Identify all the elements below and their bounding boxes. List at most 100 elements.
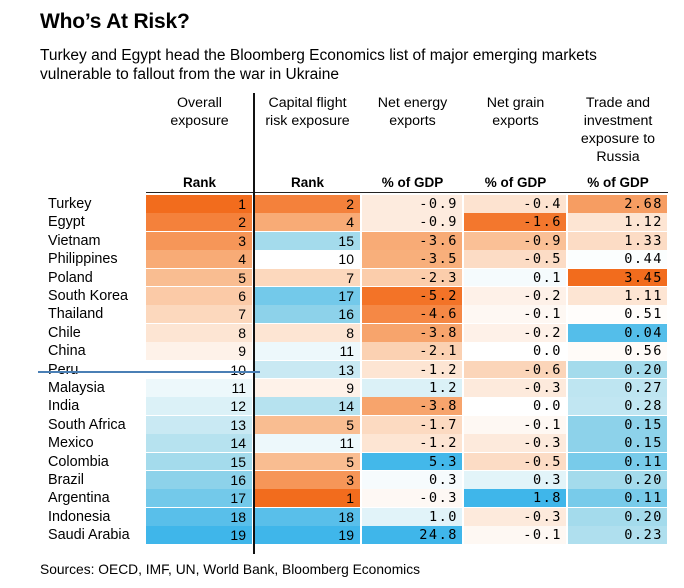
cell-grain: 0.3 [464, 471, 566, 489]
cell-grain: 0.1 [464, 268, 566, 287]
cell-overall: 6 [146, 287, 252, 305]
cell-overall: 15 [146, 452, 252, 471]
cell-grain: -0.5 [464, 250, 566, 268]
cell-energy: -3.6 [362, 231, 462, 250]
country-label: Mexico [48, 435, 94, 452]
cell-overall: 4 [146, 250, 252, 268]
cell-grain: -0.3 [464, 434, 566, 452]
cell-energy: -1.2 [362, 360, 462, 379]
column-unit-overall: Rank [182, 175, 216, 190]
country-label: South Africa [48, 416, 126, 433]
country-label: Indonesia [48, 508, 111, 525]
country-label: Chile [48, 324, 81, 341]
cell-trade: 0.20 [568, 507, 667, 526]
cell-energy: 1.0 [362, 507, 462, 526]
cell-grain: 0.0 [464, 397, 566, 416]
cell-grain: -0.6 [464, 360, 566, 379]
cell-trade: 0.28 [568, 397, 667, 416]
column-header-line: investment [583, 113, 653, 129]
country-label: Poland [48, 269, 93, 286]
cell-trade: 0.15 [568, 434, 667, 452]
country-label: Peru [48, 361, 79, 378]
cell-energy: 24.8 [362, 526, 462, 544]
cell-energy: -1.2 [362, 434, 462, 452]
cell-capital: 1 [254, 489, 360, 508]
cell-energy: -5.2 [362, 287, 462, 305]
cell-capital: 16 [254, 305, 360, 324]
cell-trade: 1.33 [568, 231, 667, 250]
column-header-energy: Net energy exports [362, 94, 463, 130]
cell-overall: 2 [146, 213, 252, 232]
cell-energy: -2.3 [362, 268, 462, 287]
cell-energy: -4.6 [362, 305, 462, 324]
column-header-line: exposure to [580, 131, 656, 147]
country-label: Turkey [48, 196, 92, 212]
cell-overall: 18 [146, 507, 252, 526]
cell-grain: -0.1 [464, 415, 566, 434]
cell-trade: 0.27 [568, 379, 667, 397]
cell-grain: -0.2 [464, 323, 566, 342]
column-header-line: Russia [596, 149, 640, 165]
cell-trade: 0.51 [568, 305, 667, 324]
cell-capital: 13 [254, 360, 360, 379]
cell-energy: -0.3 [362, 489, 462, 508]
cell-grain: -0.3 [464, 507, 566, 526]
country-label: Thailand [48, 306, 104, 323]
cell-overall: 14 [146, 434, 252, 452]
cell-trade: 0.11 [568, 452, 667, 471]
cell-trade: 0.20 [568, 360, 667, 379]
cell-capital: 5 [254, 452, 360, 471]
cell-capital: 2 [254, 195, 360, 213]
cell-trade: 0.44 [568, 250, 667, 268]
cell-overall: 11 [146, 379, 252, 397]
cell-capital: 18 [254, 507, 360, 526]
country-label: Malaysia [48, 380, 105, 396]
country-label: Brazil [48, 472, 84, 488]
cell-grain: -0.4 [464, 195, 566, 213]
cell-energy: -3.5 [362, 250, 462, 268]
column-divider [253, 93, 255, 554]
cell-energy: -0.9 [362, 195, 462, 213]
peru-highlight-line [38, 371, 260, 373]
cell-capital: 7 [254, 268, 360, 287]
cell-energy: -2.1 [362, 342, 462, 360]
column-header-overall: Overall exposure [146, 94, 253, 130]
cell-overall: 8 [146, 323, 252, 342]
cell-overall: 12 [146, 397, 252, 416]
column-header-line: risk exposure [265, 113, 350, 129]
cell-trade: 1.11 [568, 287, 667, 305]
cell-overall: 7 [146, 305, 252, 324]
cell-overall: 10 [146, 360, 252, 379]
cell-grain: -0.1 [464, 305, 566, 324]
cell-capital: 10 [254, 250, 360, 268]
cell-overall: 19 [146, 526, 252, 544]
cell-trade: 0.56 [568, 342, 667, 360]
country-label: Philippines [48, 251, 118, 268]
cell-energy: -1.7 [362, 415, 462, 434]
column-header-capital: Capital flight risk exposure [254, 94, 361, 130]
column-header-line: exposure [170, 113, 229, 129]
cell-capital: 5 [254, 415, 360, 434]
column-header-grain: Net grain exports [464, 94, 567, 130]
column-header-line: Trade and [585, 95, 651, 111]
cell-energy: 0.3 [362, 471, 462, 489]
cell-energy: -0.9 [362, 213, 462, 232]
country-label: India [48, 398, 80, 415]
cell-grain: 1.8 [464, 489, 566, 508]
chart-title: Who’s At Risk? [40, 10, 190, 33]
column-header-line: exports [389, 113, 436, 129]
cell-grain: 0.0 [464, 342, 566, 360]
cell-grain: -0.5 [464, 452, 566, 471]
cell-overall: 17 [146, 489, 252, 508]
column-header-line: Net energy [377, 95, 448, 111]
country-label: Vietnam [48, 232, 101, 249]
column-unit-trade: % of GDP [587, 175, 649, 190]
cell-overall: 16 [146, 471, 252, 489]
cell-trade: 1.12 [568, 213, 667, 232]
column-unit-grain: % of GDP [484, 175, 547, 190]
column-unit-capital: Rank [290, 175, 324, 190]
cell-overall: 1 [146, 195, 252, 213]
cell-energy: 1.2 [362, 379, 462, 397]
header-divider [146, 192, 668, 193]
country-label: China [48, 343, 86, 360]
